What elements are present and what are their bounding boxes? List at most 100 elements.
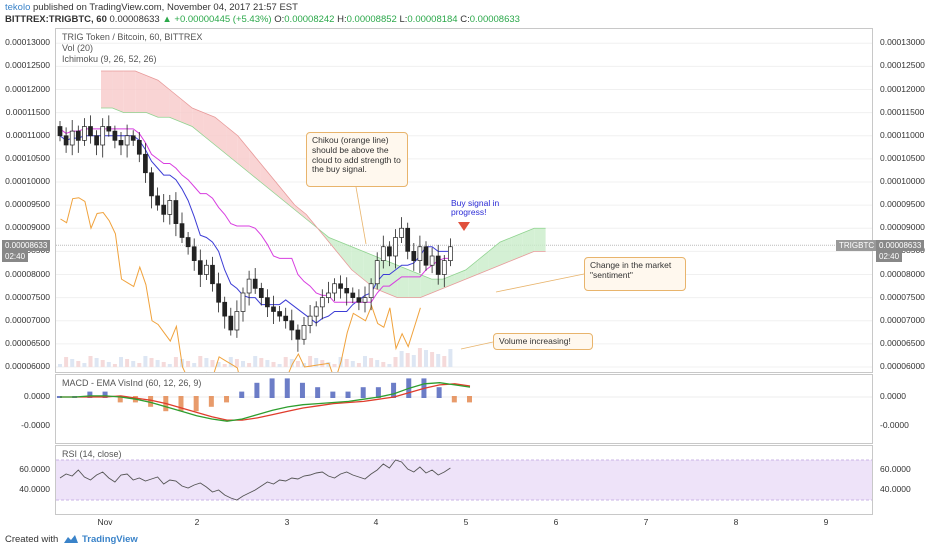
candle-body [246, 278, 252, 294]
macd-histogram-bar [224, 396, 230, 403]
rsi-line [59, 459, 451, 501]
macd-histogram-bar [451, 396, 457, 403]
volume-callout-pointer [460, 341, 494, 350]
time-axis[interactable]: Nov 2 3 4 5 6 7 8 9 [55, 515, 873, 527]
volume-bar [94, 358, 99, 367]
rsi-tick-label: 60.0000 [19, 464, 50, 474]
ichimoku-cloud-segment [522, 228, 535, 256]
price-tick-label: 0.00006500 [880, 337, 925, 348]
high-value: 0.00008852 [346, 14, 397, 25]
sentiment-callout-text: Change in the market "sentiment" [590, 260, 672, 280]
price-chart-svg[interactable] [56, 29, 872, 372]
ichimoku-cloud-segment [215, 117, 227, 155]
candle-body [435, 255, 441, 275]
author-link[interactable]: tekolo [5, 2, 31, 13]
ichimoku-legend[interactable]: Ichimoku (9, 26, 52, 26) [62, 54, 157, 64]
volume-bar [344, 359, 349, 367]
macd-pane[interactable]: MACD - EMA VisInd (60, 12, 26, 9) [55, 374, 873, 444]
senkou-span-b-line [101, 70, 546, 299]
macd-legend[interactable]: MACD - EMA VisInd (60, 12, 26, 9) [62, 378, 202, 388]
buy-arrow-icon [458, 222, 470, 231]
macd-histogram-bar [57, 396, 62, 398]
tradingview-brand[interactable]: TradingView [82, 534, 138, 545]
volume-bar [417, 348, 422, 367]
ichimoku-cloud-segment [534, 228, 546, 252]
ichimoku-cloud-segment [180, 98, 193, 127]
volume-legend[interactable]: Vol (20) [62, 43, 94, 53]
price-tick-label: 0.00008000 [5, 268, 50, 279]
ichimoku-cloud-segment [283, 191, 295, 210]
volume-bar [143, 356, 148, 367]
macd-chart-svg[interactable] [56, 375, 872, 443]
volume-bar [192, 363, 197, 367]
volume-bar [259, 358, 264, 367]
candle-body [374, 260, 380, 285]
ichimoku-cloud-segment [329, 237, 341, 256]
price-tick-label: 0.00011500 [880, 106, 925, 117]
price-tick-label: 0.00012500 [880, 60, 925, 71]
candle-body [368, 283, 374, 298]
candle-body [393, 237, 398, 257]
macd-histogram-bar [330, 391, 336, 398]
volume-bar [399, 351, 404, 367]
left-price-axis[interactable]: 0.00013000 0.00012500 0.00012000 0.00011500… [0, 0, 54, 550]
volume-bar [210, 360, 215, 367]
candle-body [216, 283, 221, 303]
candle-body [210, 264, 215, 285]
volume-bar [198, 356, 203, 367]
volume-bar [277, 364, 282, 367]
chikou-callout: Chikou (orange line) should be above the… [306, 132, 408, 187]
volume-bar [271, 362, 276, 367]
price-tick-label: 0.00009000 [880, 222, 925, 233]
candle-body [161, 204, 167, 215]
macd-line [60, 382, 471, 422]
candle-body [295, 329, 301, 340]
candle-body [82, 126, 87, 141]
price-tick-label: 0.00011000 [880, 129, 925, 140]
price-tick-label: 0.00012500 [5, 60, 50, 71]
candle-body [338, 283, 343, 289]
candle-body [265, 297, 270, 308]
right-price-axis[interactable]: 0.00013000 0.00012500 0.00012000 0.00011500… [876, 0, 932, 550]
volume-bar [363, 356, 367, 367]
volume-bar [76, 361, 81, 367]
rsi-chart-svg[interactable] [56, 446, 872, 514]
price-tick-label: 0.00011500 [5, 106, 50, 117]
macd-histogram-bar [87, 391, 93, 398]
created-with-text: Created with [5, 534, 59, 545]
rsi-pane[interactable]: RSI (14, close) [55, 445, 873, 515]
volume-bar [320, 360, 325, 367]
macd-histogram-bar [391, 382, 397, 398]
price-pane[interactable]: TRIG Token / Bitcoin, 60, BITTREX Vol (2… [55, 28, 873, 373]
candle-body [399, 227, 404, 238]
senkou-span-a-line [101, 107, 546, 280]
volume-bar [295, 361, 300, 367]
macd-histogram-bar [148, 396, 154, 407]
ichimoku-cloud-segment [294, 205, 307, 219]
macd-histogram-bar [117, 396, 123, 403]
volume-bar [222, 364, 227, 367]
time-tick-label: 4 [373, 517, 379, 527]
candle-body [136, 140, 142, 155]
volume-callout-text: Volume increasing! [499, 336, 571, 346]
volume-callout: Volume increasing! [493, 333, 593, 350]
candle-body [88, 126, 93, 137]
volume-bar [216, 362, 221, 367]
ichimoku-cloud-segment [112, 71, 124, 113]
volume-bar [430, 352, 435, 367]
candle-body [441, 260, 447, 275]
rsi-legend[interactable]: RSI (14, close) [62, 449, 122, 459]
volume-bar [88, 356, 93, 367]
candle-body [350, 292, 356, 298]
ichimoku-cloud-segment [203, 112, 215, 145]
left-time-badge: 02:40 [2, 251, 29, 262]
publish-line: tekolo published on TradingView.com, Nov… [5, 2, 298, 13]
candle-body [228, 315, 234, 331]
macd-histogram-bar [208, 396, 214, 407]
price-tick-label: 0.00007000 [5, 314, 50, 325]
ichimoku-cloud-segment [237, 135, 250, 173]
macd-histogram-bar [299, 382, 305, 398]
low-label: L: [399, 14, 408, 25]
ichimoku-cloud-segment [465, 260, 478, 280]
volume-bar [405, 353, 410, 367]
